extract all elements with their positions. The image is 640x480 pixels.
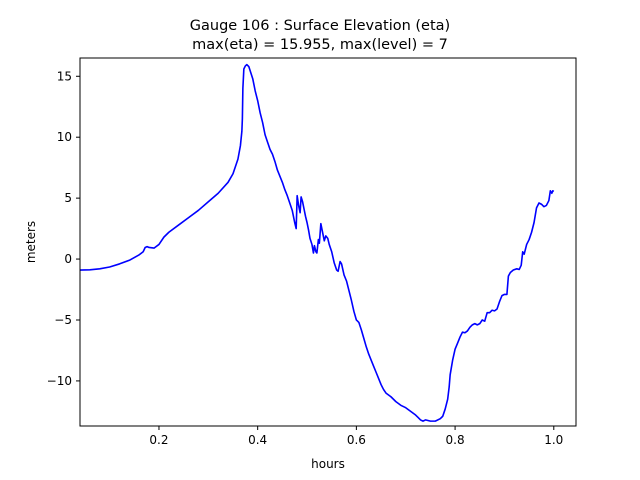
x-axis-label: hours bbox=[311, 457, 345, 471]
plot-area-frame bbox=[79, 57, 577, 427]
chart-title-line-1: Gauge 106 : Surface Elevation (eta) bbox=[190, 18, 450, 34]
y-axis-label: meters bbox=[24, 221, 38, 263]
x-tick-label: 1.0 bbox=[544, 433, 563, 447]
x-tick-label: 0.8 bbox=[446, 433, 465, 447]
x-axis-ticks: 0.2 0.4 0.6 0.8 1.0 bbox=[149, 426, 563, 447]
y-axis-ticks: 15 10 5 0 −5 −10 bbox=[47, 69, 80, 388]
x-tick-label: 0.6 bbox=[347, 433, 366, 447]
y-tick-label: 15 bbox=[57, 69, 72, 83]
y-tick-label: −5 bbox=[54, 313, 72, 327]
chart-title: Gauge 106 : Surface Elevation (eta) max(… bbox=[190, 18, 450, 53]
plot-series bbox=[79, 63, 555, 422]
series-line-0 bbox=[79, 63, 555, 422]
y-tick-label: −10 bbox=[47, 374, 72, 388]
x-tick-label: 0.4 bbox=[248, 433, 267, 447]
x-tick-label: 0.2 bbox=[149, 433, 168, 447]
y-tick-label: 5 bbox=[64, 191, 72, 205]
chart-title-line-2: max(eta) = 15.955, max(level) = 7 bbox=[192, 37, 448, 53]
y-tick-label: 0 bbox=[64, 252, 72, 266]
y-tick-label: 10 bbox=[57, 130, 72, 144]
